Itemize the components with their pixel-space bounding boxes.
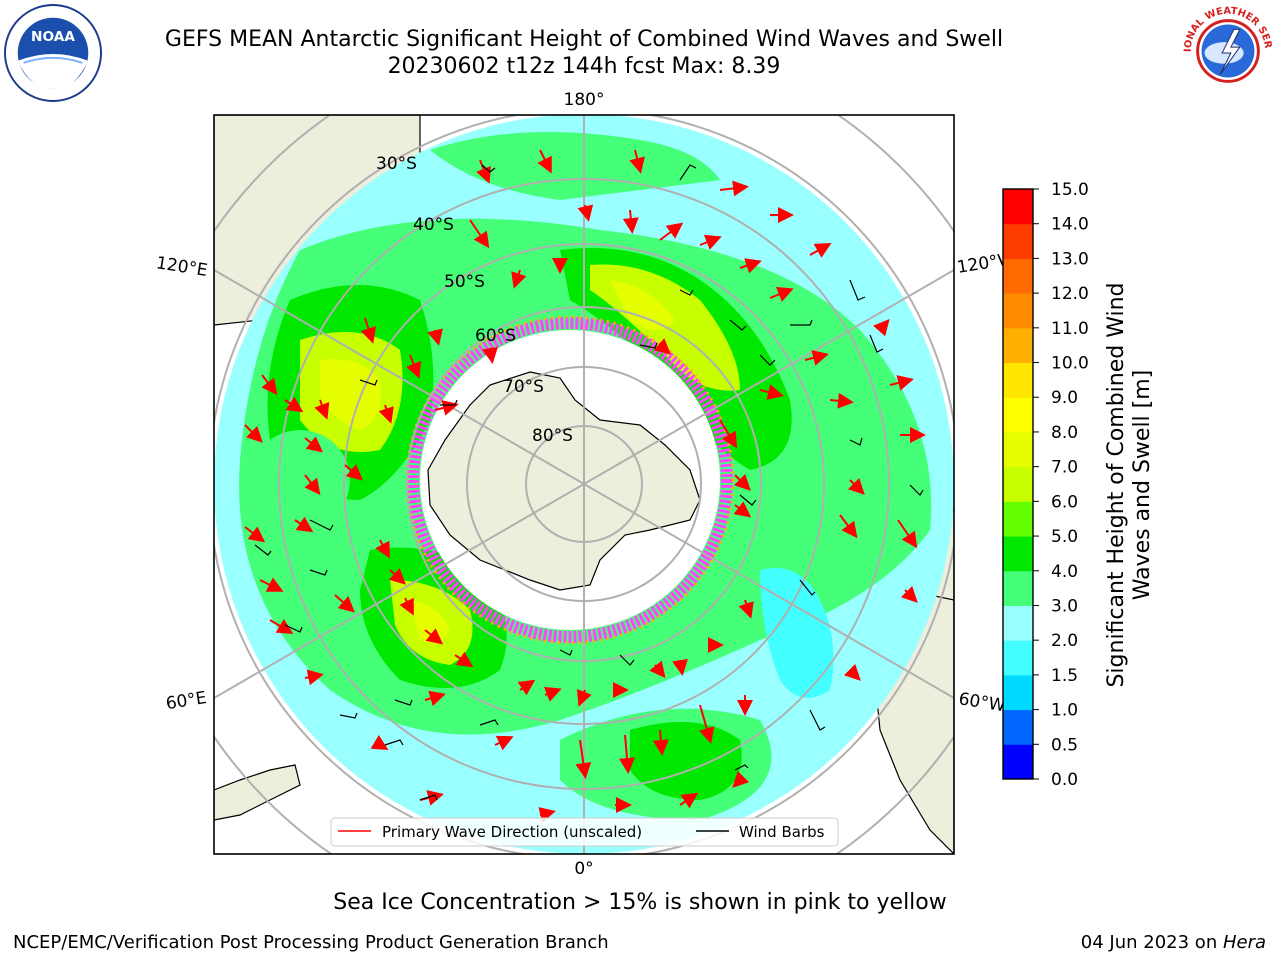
chart-subtitle: 20230602 t12z 144h fcst Max: 8.39: [387, 54, 781, 79]
colorbar-tick-label: 0.0: [1051, 770, 1078, 790]
colorbar-tick-label: 6.0: [1051, 492, 1078, 512]
colorbar-tick-label: 12.0: [1051, 284, 1089, 304]
lat-label-40s: 40°S: [413, 215, 454, 235]
wind-barbs: [254, 164, 924, 801]
run-date: 04 Jun 2023 on Hera: [1081, 932, 1266, 953]
colorbar-tick-label: 8.0: [1051, 423, 1078, 443]
noaa-logo-icon: NOAA: [4, 4, 102, 102]
colorbar-segment: [1003, 570, 1033, 606]
lon-label-60e: 60°E: [164, 688, 208, 714]
colorbar-tick-label: 2.0: [1051, 631, 1078, 651]
map-legend: Primary Wave Direction (unscaled) Wind B…: [330, 817, 839, 847]
colorbar-tick-label: 9.0: [1051, 388, 1078, 408]
colorbar-tick-label: 15.0: [1051, 180, 1089, 200]
lon-label-0: 0°: [574, 859, 593, 879]
map-area: 30°S 40°S 50°S 60°S 70°S 80°S Primary Wa…: [214, 115, 954, 854]
legend-wave-direction-label: Primary Wave Direction (unscaled): [382, 823, 642, 841]
colorbar-segment: [1003, 709, 1033, 745]
graticule: [214, 115, 954, 854]
lat-label-80s: 80°S: [532, 426, 573, 446]
colorbar-segment: [1003, 744, 1033, 780]
branch-credit: NCEP/EMC/Verification Post Processing Pr…: [13, 932, 609, 953]
colorbar-segment: [1003, 640, 1033, 676]
map-frame: [213, 114, 955, 855]
colorbar-segment: [1003, 536, 1033, 572]
colorbar-frame: [1002, 188, 1034, 780]
nws-logo-icon: NATIONAL WEATHER SERVICE: [1178, 2, 1276, 99]
colorbar-tick-label: 0.5: [1051, 735, 1078, 755]
colorbar-segment: [1003, 362, 1033, 398]
colorbar-segment: [1003, 466, 1033, 502]
colorbar-segment: [1003, 501, 1033, 537]
colorbar-segment: [1003, 189, 1033, 225]
colorbar-label: Significant Height of Combined Wind Wave…: [1104, 282, 1155, 688]
colorbar-tick-label: 14.0: [1051, 215, 1089, 235]
lat-label-50s: 50°S: [444, 272, 485, 292]
colorbar-segment: [1003, 605, 1033, 641]
colorbar-segment: [1003, 293, 1033, 329]
colorbar-tick-label: 1.0: [1051, 701, 1078, 721]
colorbar-tick-label: 4.0: [1051, 562, 1078, 582]
run-date-text: 04 Jun 2023 on: [1080, 932, 1223, 953]
noaa-logo-text: NOAA: [31, 29, 75, 45]
colorbar-tick-label: 11.0: [1051, 319, 1089, 339]
lat-label-60s: 60°S: [475, 326, 516, 346]
lon-label-180: 180°: [564, 90, 605, 110]
chart-title: GEFS MEAN Antarctic Significant Height o…: [164, 27, 1004, 52]
colorbar-segment: [1003, 223, 1033, 259]
colorbar-tick-label: 7.0: [1051, 458, 1078, 478]
colorbar-tick-label: 3.0: [1051, 596, 1078, 616]
colorbar-tick-label: 10.0: [1051, 354, 1089, 374]
colorbar: 0.0 0.5 1.0 1.5 2.0 3.0 4.0 5.0 6.0 7.0 8.0 9.0 10.0…: [1002, 180, 1089, 790]
colorbar-tick-label: 1.5: [1051, 666, 1078, 686]
lon-label-120e: 120°E: [155, 253, 209, 281]
colorbar-segment: [1003, 397, 1033, 433]
latitude-labels: 30°S 40°S 50°S 60°S 70°S 80°S: [376, 154, 573, 446]
colorbar-segment: [1003, 431, 1033, 468]
lon-label-60w: 60°W: [957, 689, 1007, 716]
lat-label-30s: 30°S: [376, 154, 417, 174]
wave-direction-arrows: [244, 149, 926, 823]
legend-wind-barbs-label: Wind Barbs: [739, 823, 825, 841]
colorbar-tick-label: 5.0: [1051, 527, 1078, 547]
lat-label-70s: 70°S: [503, 377, 544, 397]
sea-ice-note: Sea Ice Concentration > 15% is shown in …: [333, 890, 947, 915]
colorbar-tick-label: 13.0: [1051, 249, 1089, 269]
run-system: Hera: [1222, 932, 1266, 953]
colorbar-segment: [1003, 327, 1033, 364]
colorbar-segment: [1003, 258, 1033, 294]
colorbar-segment: [1003, 674, 1033, 711]
sea-ice-ring: [407, 317, 733, 643]
